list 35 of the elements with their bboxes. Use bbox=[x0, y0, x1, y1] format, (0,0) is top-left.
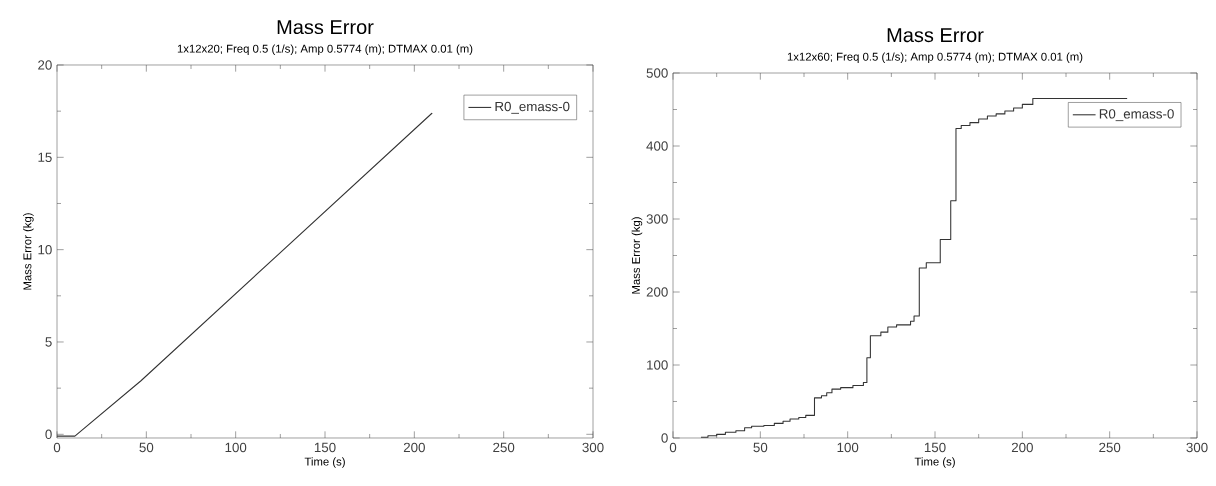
x-axis-title: Time (s) bbox=[914, 457, 955, 468]
legend-label: R0_emass-0 bbox=[495, 101, 570, 114]
x-axis-title: Time (s) bbox=[304, 457, 345, 468]
y-tick-label: 500 bbox=[646, 68, 668, 78]
x-tick-label: 100 bbox=[225, 442, 247, 453]
y-tick-label: 400 bbox=[646, 141, 668, 151]
x-tick-label: 50 bbox=[753, 442, 768, 453]
chart-title: Mass Error bbox=[277, 20, 374, 35]
x-tick-label: 250 bbox=[493, 442, 515, 453]
y-tick-label: 10 bbox=[38, 244, 52, 255]
x-tick-label: 50 bbox=[139, 442, 154, 453]
y-axis-title: Mass Error (kg) bbox=[631, 217, 643, 294]
y-tick-label: 0 bbox=[45, 429, 52, 440]
y-tick-label: 200 bbox=[646, 287, 668, 297]
x-tick-label: 150 bbox=[314, 442, 336, 453]
x-tick-label: 150 bbox=[924, 442, 946, 453]
x-tick-label: 250 bbox=[1099, 442, 1121, 453]
y-tick-label: 100 bbox=[647, 360, 668, 370]
x-tick-label: 0 bbox=[53, 442, 61, 453]
x-tick-label: 300 bbox=[1186, 442, 1208, 453]
y-axis-title: Mass Error (kg) bbox=[23, 213, 34, 290]
x-tick-label: 200 bbox=[1011, 442, 1033, 453]
x-tick-label: 100 bbox=[837, 442, 859, 453]
legend-label: R0_emass-0 bbox=[1099, 109, 1174, 122]
chart-subtitle: 1x12x20; Freq 0.5 (1/s); Amp 0.5774 (m); DTMAX 0.01 (m) bbox=[177, 44, 473, 55]
chart-subtitle: 1x12x60; Freq 0.5 (1/s); Amp 0.5774 (m); DTMAX 0.01 (m) bbox=[787, 52, 1083, 63]
x-tick-label: 300 bbox=[582, 442, 604, 453]
y-tick-label: 20 bbox=[38, 60, 52, 70]
x-tick-label: 0 bbox=[669, 442, 677, 453]
y-tick-label: 5 bbox=[45, 337, 52, 347]
chart-title: Mass Error bbox=[887, 28, 984, 43]
y-tick-label: 0 bbox=[661, 433, 668, 443]
y-tick-label: 15 bbox=[38, 152, 52, 162]
x-tick-label: 200 bbox=[403, 442, 425, 453]
y-tick-label: 300 bbox=[646, 214, 668, 224]
